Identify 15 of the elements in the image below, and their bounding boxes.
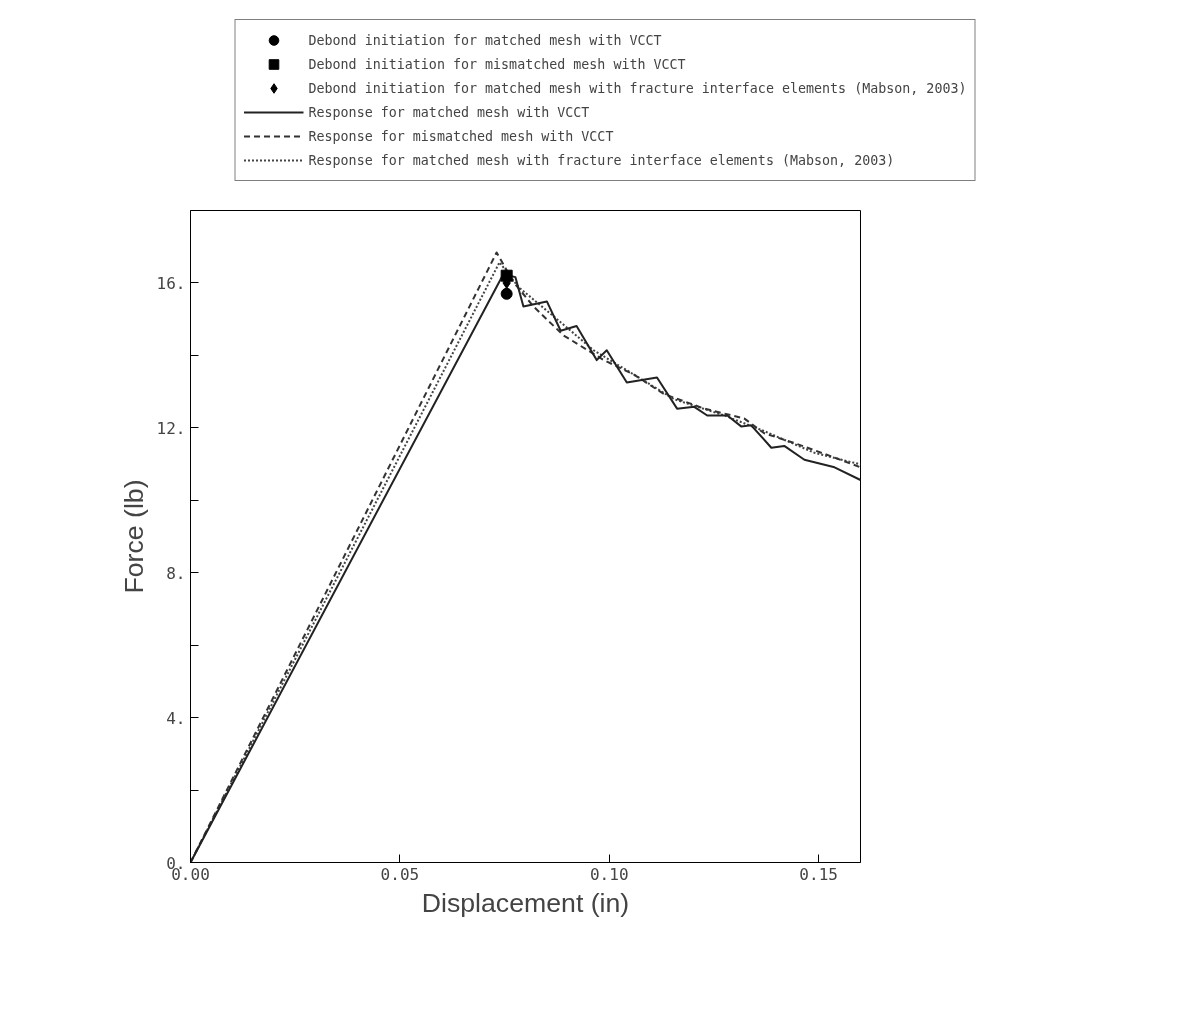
x-axis-title: Displacement (in) <box>421 887 630 918</box>
legend-label: Debond initiation for mismatched mesh with VCCT <box>308 55 686 74</box>
legend-label: Debond initiation for matched mesh with fracture interface elements (Mabson, 2003) <box>308 79 967 98</box>
y-tick-label: 12. <box>156 418 186 438</box>
y-tick-label: 8. <box>166 563 186 583</box>
x-tick-label: 0.15 <box>799 864 838 884</box>
x-tick-label: 0.10 <box>589 864 629 884</box>
legend-label: Debond initiation for matched mesh with VCCT <box>308 31 662 50</box>
x-tick-label: 0.05 <box>380 864 420 884</box>
legend-label: Response for matched mesh with fracture interface elements (Mabson, 2003) <box>308 151 895 170</box>
legend-label: Response for matched mesh with VCCT <box>308 103 590 122</box>
legend-label: Response for mismatched mesh with VCCT <box>308 127 614 146</box>
y-tick-label: 16. <box>156 273 186 293</box>
y-axis-title: Force (lb) <box>118 479 149 594</box>
y-tick-label: 4. <box>166 708 186 728</box>
